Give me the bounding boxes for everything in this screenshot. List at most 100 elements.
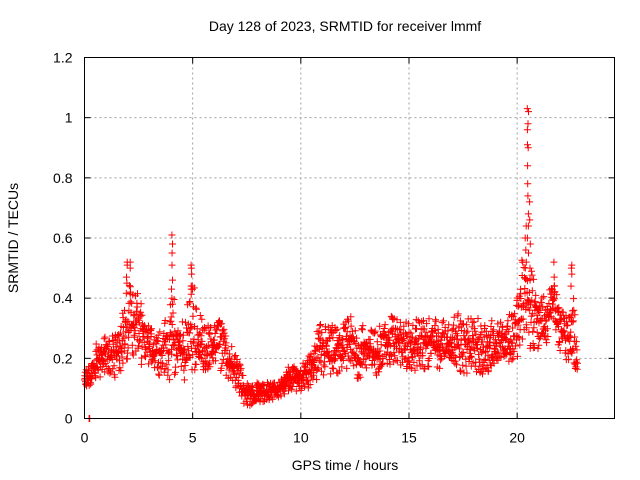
data-point bbox=[164, 366, 172, 374]
data-point bbox=[490, 326, 498, 334]
data-point bbox=[120, 334, 128, 342]
data-point bbox=[158, 352, 166, 359]
data-point bbox=[440, 317, 447, 325]
data-point bbox=[179, 331, 187, 339]
data-point bbox=[484, 366, 492, 374]
data-point bbox=[371, 360, 378, 368]
data-point bbox=[508, 356, 516, 364]
data-point bbox=[449, 334, 457, 342]
data-point bbox=[123, 273, 130, 281]
data-point bbox=[123, 355, 131, 363]
data-point bbox=[165, 356, 173, 364]
data-point bbox=[121, 341, 129, 349]
data-point bbox=[366, 340, 374, 348]
data-point bbox=[117, 367, 125, 375]
data-point bbox=[124, 344, 132, 352]
data-point bbox=[259, 398, 267, 406]
data-point bbox=[169, 300, 176, 308]
data-point bbox=[487, 361, 494, 369]
data-point bbox=[138, 343, 146, 351]
data-point bbox=[555, 323, 562, 331]
data-point bbox=[524, 120, 532, 128]
data-point bbox=[523, 105, 531, 113]
data-point bbox=[321, 363, 329, 371]
data-point bbox=[117, 329, 125, 337]
data-point bbox=[318, 329, 326, 337]
data-point bbox=[322, 342, 330, 350]
data-point bbox=[163, 361, 171, 369]
data-point bbox=[413, 336, 421, 344]
data-point bbox=[450, 313, 458, 321]
data-point bbox=[302, 370, 310, 378]
data-point bbox=[525, 249, 532, 257]
data-point bbox=[160, 368, 168, 376]
data-point bbox=[176, 330, 184, 338]
data-point bbox=[515, 334, 523, 342]
y-tick-label: 1 bbox=[65, 110, 73, 126]
data-point bbox=[336, 332, 344, 340]
data-point bbox=[528, 287, 536, 295]
data-point bbox=[436, 356, 444, 364]
data-point bbox=[339, 357, 347, 364]
data-point bbox=[536, 335, 544, 343]
data-point bbox=[489, 354, 497, 362]
data-point bbox=[101, 333, 109, 341]
data-point bbox=[239, 372, 247, 379]
data-point bbox=[196, 354, 204, 361]
data-point bbox=[310, 371, 318, 379]
data-point bbox=[530, 275, 538, 283]
data-point bbox=[550, 273, 558, 281]
data-point bbox=[320, 371, 328, 379]
data-point bbox=[280, 390, 288, 398]
data-point bbox=[192, 305, 200, 313]
data-point bbox=[538, 294, 546, 302]
data-point bbox=[432, 317, 440, 325]
data-point bbox=[410, 358, 418, 366]
data-point bbox=[514, 333, 522, 340]
data-point bbox=[144, 322, 152, 330]
data-point bbox=[140, 333, 148, 340]
data-point bbox=[474, 315, 482, 322]
data-point bbox=[511, 342, 519, 350]
data-point bbox=[394, 357, 402, 365]
data-point bbox=[551, 295, 559, 303]
data-point bbox=[507, 338, 515, 346]
data-point bbox=[533, 328, 541, 336]
data-point bbox=[450, 352, 458, 359]
data-point bbox=[517, 295, 525, 302]
data-point bbox=[216, 340, 224, 348]
x-tick-label: 20 bbox=[509, 430, 525, 446]
data-point bbox=[168, 285, 175, 293]
data-point bbox=[522, 258, 530, 266]
data-point bbox=[115, 331, 123, 338]
data-point bbox=[572, 338, 580, 346]
data-point bbox=[415, 357, 423, 365]
data-point bbox=[198, 354, 206, 362]
data-point bbox=[187, 264, 195, 272]
data-point bbox=[134, 290, 141, 298]
data-point bbox=[525, 328, 533, 336]
x-tick-label: 15 bbox=[401, 430, 417, 446]
data-point bbox=[92, 374, 100, 382]
data-point bbox=[104, 343, 112, 351]
chart-title: Day 128 of 2023, SRMTID for receiver lmm… bbox=[209, 18, 481, 34]
data-point bbox=[524, 162, 532, 170]
data-point bbox=[315, 327, 323, 335]
data-point bbox=[457, 368, 465, 375]
data-point bbox=[566, 314, 574, 321]
data-point bbox=[168, 249, 176, 257]
data-point bbox=[459, 361, 467, 369]
data-point bbox=[118, 353, 126, 361]
data-point bbox=[320, 361, 328, 369]
data-point bbox=[556, 339, 564, 347]
data-point bbox=[524, 141, 531, 149]
data-point bbox=[269, 395, 277, 403]
data-point bbox=[115, 337, 123, 345]
data-point bbox=[386, 360, 394, 368]
data-point bbox=[488, 328, 496, 335]
data-point bbox=[148, 325, 155, 333]
data-point bbox=[333, 345, 341, 353]
data-points bbox=[81, 105, 581, 422]
data-point bbox=[431, 322, 439, 330]
data-point bbox=[335, 367, 343, 375]
